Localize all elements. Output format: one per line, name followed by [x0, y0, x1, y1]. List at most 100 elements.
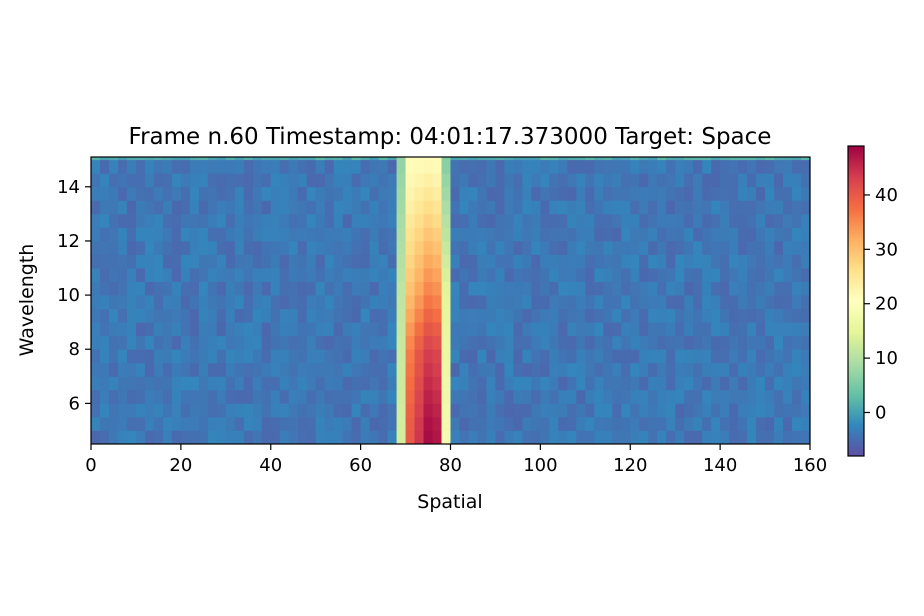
heatmap-cell — [747, 322, 757, 337]
heatmap-cell — [576, 227, 586, 242]
heatmap-cell — [495, 200, 505, 215]
heatmap-cell — [189, 322, 200, 337]
heatmap-cell — [198, 213, 209, 228]
heatmap-cell — [189, 157, 200, 161]
heatmap-cell — [432, 200, 442, 215]
heatmap-cell — [225, 213, 236, 228]
heatmap-cell — [432, 159, 442, 174]
heatmap-cell — [243, 389, 254, 404]
heatmap-cell — [594, 254, 604, 269]
heatmap-cell — [261, 268, 272, 282]
heatmap-cell — [792, 349, 802, 364]
heatmap-cell — [450, 186, 460, 201]
heatmap-cell — [171, 335, 182, 350]
heatmap-cell — [387, 349, 397, 364]
colorbar — [847, 145, 865, 457]
heatmap-cell — [243, 362, 254, 377]
heatmap-cell — [450, 376, 460, 391]
heatmap-cell — [801, 430, 811, 445]
heatmap-cell — [513, 200, 523, 215]
heatmap-cell — [243, 416, 254, 431]
heatmap-cell — [360, 389, 371, 404]
heatmap-cell — [414, 430, 424, 445]
heatmap-cell — [711, 240, 721, 255]
heatmap-cell — [657, 240, 667, 255]
heatmap-cell — [432, 403, 442, 418]
heatmap-cell — [702, 173, 712, 188]
heatmap-cell — [369, 186, 379, 201]
heatmap-cell — [540, 157, 550, 161]
heatmap-cell — [657, 362, 667, 377]
heatmap-cell — [792, 295, 802, 310]
heatmap-cell — [513, 416, 523, 431]
heatmap-cell — [243, 157, 254, 161]
heatmap-cell — [135, 416, 146, 431]
heatmap-cell — [234, 227, 245, 242]
heatmap-cell — [747, 173, 757, 188]
heatmap-cell — [414, 227, 424, 242]
heatmap-cell — [684, 173, 694, 188]
heatmap-cell — [738, 186, 748, 201]
heatmap-cell — [693, 227, 703, 242]
heatmap-cell — [189, 240, 200, 255]
heatmap-cell — [531, 173, 541, 188]
heatmap-cell — [711, 173, 721, 188]
heatmap-cell — [333, 157, 344, 161]
heatmap-cell — [747, 213, 757, 228]
heatmap-cell — [549, 227, 559, 242]
heatmap-cell — [342, 227, 353, 242]
heatmap-cell — [423, 200, 433, 215]
heatmap-cell — [387, 157, 397, 161]
heatmap-cell — [801, 254, 811, 269]
heatmap-cell — [108, 281, 119, 296]
heatmap-cell — [549, 254, 559, 269]
heatmap-cell — [720, 403, 730, 418]
heatmap-cell — [711, 295, 721, 310]
heatmap-cell — [261, 173, 272, 188]
heatmap-cell — [126, 416, 137, 431]
heatmap-cell — [711, 362, 721, 377]
heatmap-cell — [279, 159, 290, 174]
heatmap-cell — [702, 362, 712, 377]
heatmap-cell — [558, 227, 568, 242]
heatmap-cell — [288, 335, 299, 350]
heatmap-cell — [270, 335, 281, 350]
heatmap-cell — [612, 430, 622, 445]
heatmap-cell — [441, 213, 451, 228]
heatmap-cell — [522, 157, 532, 161]
heatmap-cell — [342, 430, 353, 445]
heatmap-cell — [711, 376, 721, 391]
heatmap-cell — [180, 349, 191, 364]
heatmap-cell — [756, 403, 766, 418]
heatmap-cell — [756, 240, 766, 255]
heatmap-cell — [693, 389, 703, 404]
heatmap-cell — [711, 200, 721, 215]
heatmap-cell — [621, 213, 631, 228]
heatmap-cell — [171, 322, 182, 337]
heatmap-cell — [468, 376, 478, 391]
heatmap-cell — [333, 322, 344, 337]
heatmap-cell — [567, 430, 577, 445]
heatmap-cell — [540, 335, 550, 350]
heatmap-cell — [423, 349, 433, 364]
heatmap-cell — [594, 281, 604, 296]
heatmap-cell — [729, 227, 739, 242]
heatmap-cell — [189, 416, 200, 431]
heatmap-cell — [513, 240, 523, 255]
heatmap-cell — [171, 159, 182, 174]
heatmap-cell — [396, 159, 406, 174]
heatmap-cell — [477, 416, 487, 431]
heatmap-cell — [639, 186, 649, 201]
heatmap-cell — [279, 295, 290, 310]
heatmap-cell — [558, 416, 568, 431]
heatmap-cell — [630, 200, 640, 215]
heatmap-cell — [135, 349, 146, 364]
heatmap-cell — [495, 376, 505, 391]
heatmap-cell — [495, 335, 505, 350]
heatmap-cell — [612, 227, 622, 242]
heatmap-cell — [315, 200, 326, 215]
heatmap-cell — [378, 322, 388, 337]
heatmap-cell — [171, 403, 182, 418]
heatmap-cell — [315, 173, 326, 188]
heatmap-cell — [792, 157, 802, 161]
